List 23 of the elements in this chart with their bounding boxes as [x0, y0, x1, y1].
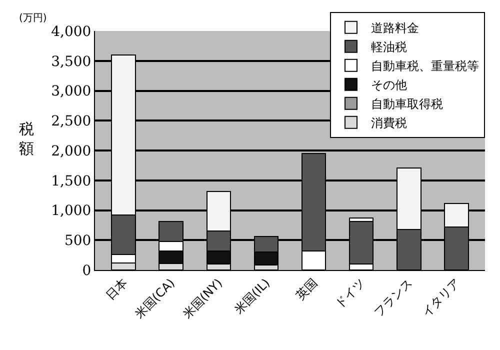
y-tick-label: 1,500	[51, 173, 92, 190]
y-tick-label: 2,500	[51, 114, 92, 130]
x-tick-label: フランス	[371, 276, 416, 320]
y-tick-label: 1,000	[51, 203, 92, 220]
x-tick-label: 米国(IL)	[232, 276, 273, 317]
legend-label: 自動車取得税	[371, 97, 443, 112]
x-tick-label: 日本	[103, 276, 130, 303]
y-tick-label: 0	[82, 262, 92, 279]
y-tick-label: 3,500	[51, 54, 92, 70]
y-tick-label: 500	[64, 233, 92, 250]
y-tick-label: 2,000	[51, 143, 92, 160]
legend-label: 自動車税、重量税等	[371, 59, 479, 74]
text: (万円)	[19, 13, 47, 24]
x-tick-label: ドイツ	[332, 276, 368, 312]
legend-label: 消費税	[371, 116, 407, 130]
y-tick-label: 3,000	[51, 84, 92, 100]
x-tick-label: イタリア	[418, 276, 463, 320]
x-tick-label: 英国	[293, 276, 320, 303]
y-axis-title: 税額	[19, 120, 34, 158]
legend-label: 道路料金	[371, 21, 419, 36]
legend-label: その他	[371, 78, 407, 92]
y-tick-label: 4,000	[51, 24, 92, 40]
legend-label: 軽油税	[371, 40, 407, 54]
